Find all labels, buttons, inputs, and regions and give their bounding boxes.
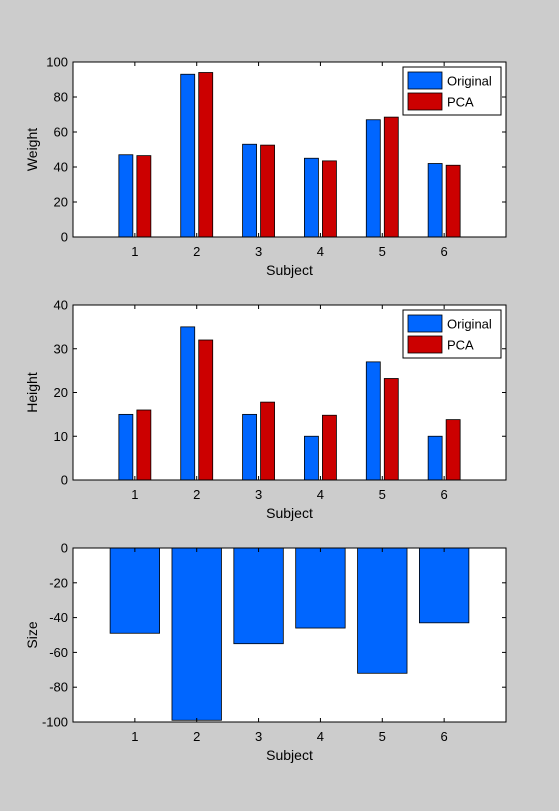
bar-original-subject-5 — [365, 119, 381, 238]
bar-series-subject-1 — [109, 547, 161, 634]
legend: Original PCA — [402, 309, 502, 359]
y-tick-label: 100 — [46, 55, 68, 70]
axes-box — [72, 547, 507, 723]
legend-swatch-original — [407, 71, 443, 90]
bar-original-subject-6 — [427, 163, 443, 238]
bar-pca-subject-3 — [260, 401, 275, 481]
legend-label-pca: PCA — [447, 338, 474, 353]
chart-panel-1: 0 20 40 60 80 100 1 2 3 4 5 6 Subject Weight Original P… — [24, 55, 507, 278]
bar-pca-subject-5 — [383, 116, 399, 238]
bar-original-subject-3 — [242, 413, 257, 481]
bar-original-subject-3 — [242, 143, 257, 238]
y-axis-label: Height — [24, 372, 40, 413]
x-tick-label: 6 — [441, 729, 448, 744]
bar-series-subject-2 — [171, 547, 222, 721]
y-tick-label: 40 — [54, 298, 68, 313]
x-axis-label: Subject — [266, 747, 313, 763]
x-tick-label: 4 — [317, 729, 324, 744]
x-tick-label: 3 — [255, 244, 262, 259]
bar-original-subject-4 — [304, 157, 319, 238]
legend-label-pca: PCA — [447, 95, 474, 110]
bar-pca-subject-2 — [198, 72, 214, 238]
y-tick-label: -60 — [49, 645, 68, 660]
legend-label-original: Original — [447, 317, 492, 332]
x-tick-label: 3 — [255, 729, 262, 744]
bar-original-subject-1 — [118, 413, 134, 481]
x-tick-label: 6 — [441, 244, 448, 259]
y-axis-label: Weight — [24, 128, 40, 171]
y-tick-label: -20 — [49, 575, 68, 590]
y-tick-label: 0 — [61, 230, 68, 245]
bar-pca-subject-1 — [136, 409, 152, 481]
legend: Original PCA — [402, 66, 502, 116]
bar-pca-subject-6 — [445, 164, 461, 238]
legend-swatch-pca — [407, 92, 443, 111]
y-tick-label: 0 — [61, 541, 68, 556]
y-axis-label: Size — [24, 621, 40, 648]
bar-original-subject-2 — [180, 73, 196, 238]
y-tick-label: -80 — [49, 680, 68, 695]
y-tick-label: 40 — [54, 160, 68, 175]
x-tick-label: 5 — [379, 487, 386, 502]
bar-original-subject-5 — [365, 361, 381, 481]
x-tick-label: 3 — [255, 487, 262, 502]
bar-series-subject-3 — [233, 547, 284, 645]
bar-pca-subject-1 — [136, 155, 152, 238]
bar-pca-subject-3 — [260, 144, 275, 238]
bar-original-subject-1 — [118, 154, 134, 238]
legend-swatch-original — [407, 314, 443, 333]
x-tick-label: 2 — [193, 244, 200, 259]
y-tick-label: 20 — [54, 385, 68, 400]
x-tick-label: 1 — [131, 244, 138, 259]
x-tick-label: 1 — [131, 729, 138, 744]
x-tick-label: 2 — [193, 487, 200, 502]
y-tick-label: 10 — [54, 429, 68, 444]
bar-original-subject-2 — [180, 326, 196, 481]
bar-pca-subject-5 — [383, 378, 399, 481]
y-tick-label: 20 — [54, 195, 68, 210]
x-tick-label: 5 — [379, 244, 386, 259]
bar-pca-subject-2 — [198, 339, 214, 481]
x-tick-label: 5 — [379, 729, 386, 744]
bar-original-subject-4 — [304, 435, 319, 481]
bar-series-subject-4 — [295, 547, 346, 629]
x-tick-label: 4 — [317, 487, 324, 502]
chart-panel-2: 0 10 20 30 40 1 2 3 4 5 6 Subject Height Original PCA — [24, 298, 507, 521]
legend-swatch-pca — [407, 335, 443, 354]
bar-original-subject-6 — [427, 435, 443, 481]
y-tick-label: 0 — [61, 473, 68, 488]
y-tick-label: -100 — [42, 715, 68, 730]
x-tick-label: 6 — [441, 487, 448, 502]
legend-label-original: Original — [447, 74, 492, 89]
y-tick-label: 60 — [54, 125, 68, 140]
axes-box — [72, 61, 507, 238]
bar-pca-subject-6 — [445, 419, 461, 481]
x-axis-label: Subject — [266, 262, 313, 278]
bar-pca-subject-4 — [322, 414, 337, 481]
x-axis-label: Subject — [266, 505, 313, 521]
x-tick-label: 2 — [193, 729, 200, 744]
bar-series-subject-5 — [357, 547, 408, 674]
y-tick-label: -40 — [49, 610, 68, 625]
x-tick-label: 4 — [317, 244, 324, 259]
chart-panel-3: -100 -80 -60 -40 -20 0 1 2 3 4 5 6 Subject Size — [24, 541, 507, 763]
y-tick-label: 30 — [54, 341, 68, 356]
bar-pca-subject-4 — [322, 160, 337, 238]
x-tick-label: 1 — [131, 487, 138, 502]
bar-series-subject-6 — [418, 547, 470, 624]
y-tick-label: 80 — [54, 90, 68, 105]
